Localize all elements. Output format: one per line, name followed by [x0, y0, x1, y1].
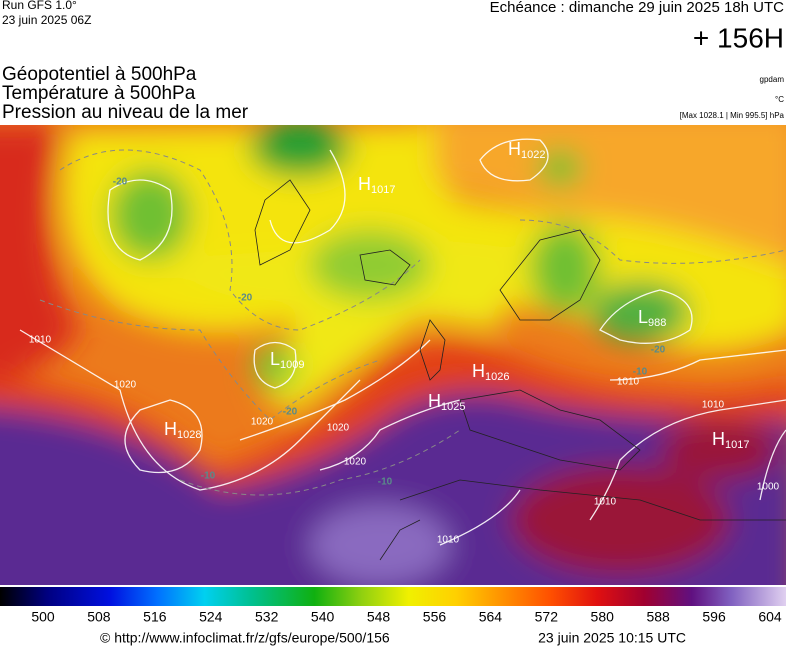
center-type: H — [358, 174, 371, 194]
colorbar-label: 580 — [591, 609, 615, 625]
isobar-label: 1010 — [617, 377, 640, 388]
center-type: H — [712, 429, 725, 449]
isobar-label: 1020 — [114, 380, 137, 391]
colorbar-label: 556 — [423, 609, 447, 625]
source: © http://www.infoclimat.fr/z/gfs/europe/… — [100, 630, 390, 646]
isobar-label: 1020 — [251, 417, 274, 428]
run-date: 23 juin 2025 06Z — [2, 13, 91, 27]
pressure-center: H1026 — [472, 361, 509, 383]
center-value: 1025 — [441, 401, 465, 413]
colorbar-label: 500 — [31, 609, 55, 625]
field-title: Température à 500hPa — [2, 83, 196, 104]
isotherm-label: -20 — [238, 293, 253, 304]
unit: °C — [775, 95, 784, 104]
center-value: 1028 — [177, 429, 201, 441]
field-title: Pression au niveau de la mer — [2, 102, 249, 123]
colorbar-label: 548 — [367, 609, 391, 625]
colorbar-label: 540 — [311, 609, 335, 625]
isobar-label: 1010 — [594, 497, 617, 508]
isotherm-label: -20 — [283, 407, 298, 418]
lead-time: + 156H — [693, 22, 784, 53]
generated: 23 juin 2025 10:15 UTC — [538, 630, 686, 646]
isotherm-label: -10 — [378, 477, 393, 488]
pressure-center: H1017 — [712, 429, 749, 451]
center-type: H — [508, 139, 521, 159]
pressure-center: H1025 — [428, 391, 465, 413]
colorbar-label: 596 — [702, 609, 726, 625]
isotherm-label: -20 — [113, 177, 128, 188]
run-label: Run GFS 1.0° — [2, 0, 77, 12]
center-type: L — [638, 307, 648, 327]
isobar-label: 1010 — [29, 335, 52, 346]
center-value: 988 — [648, 317, 666, 329]
isobar-label: 1020 — [327, 423, 350, 434]
field-title: Géopotentiel à 500hPa — [2, 64, 197, 85]
colorbar-label: 588 — [646, 609, 670, 625]
pressure-center: H1017 — [358, 174, 395, 196]
pressure-range: [Max 1028.1 | Min 995.5] hPa — [680, 111, 785, 120]
isobar-label: 1010 — [702, 400, 725, 411]
isotherm-label: -10 — [633, 367, 648, 378]
colorbar-label: 532 — [255, 609, 279, 625]
isobar-label: 1000 — [757, 482, 780, 493]
center-type: L — [270, 349, 280, 369]
colorbar-ticks: 500 508 516 524 532 540 548 556 564 572 580 588 596 6… — [31, 609, 782, 625]
isotherm-label: -10 — [201, 471, 216, 482]
isobar-label: 1010 — [437, 535, 460, 546]
colorbar-label: 508 — [87, 609, 111, 625]
center-value: 1022 — [521, 149, 545, 161]
isobar-label: 1020 — [344, 457, 367, 468]
pressure-center: H1022 — [508, 139, 545, 161]
colorbar-label: 604 — [758, 609, 782, 625]
colorbar-label: 516 — [143, 609, 167, 625]
colorbar-label: 572 — [535, 609, 559, 625]
pressure-center: H1028 — [164, 419, 201, 441]
center-value: 1026 — [485, 371, 509, 383]
center-type: H — [428, 391, 441, 411]
center-type: H — [164, 419, 177, 439]
center-value: 1009 — [280, 359, 304, 371]
pressure-center: L1009 — [270, 349, 305, 371]
center-type: H — [472, 361, 485, 381]
map — [0, 125, 786, 585]
colorbar-label: 524 — [199, 609, 223, 625]
isotherm-label: -20 — [651, 345, 666, 356]
unit: gpdam — [760, 75, 785, 84]
valid-time: Echéance : dimanche 29 juin 2025 18h UTC — [490, 0, 785, 16]
center-value: 1017 — [371, 184, 395, 196]
center-value: 1017 — [725, 439, 749, 451]
pressure-center: L988 — [638, 307, 666, 329]
colorbar — [0, 587, 786, 606]
colorbar-label: 564 — [479, 609, 503, 625]
